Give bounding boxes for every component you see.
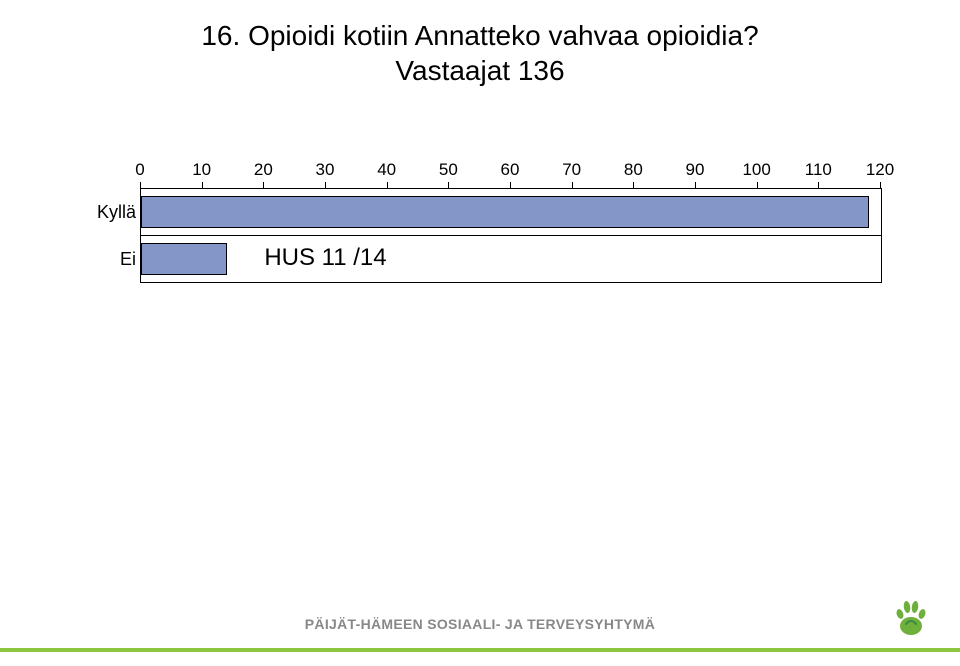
- bar-chart: 0102030405060708090100110120 KylläEiHUS …: [80, 160, 880, 283]
- footer-text: PÄIJÄT-HÄMEEN SOSIAALI- JA TERVEYSYHTYMÄ: [0, 616, 960, 632]
- footer-accent-line: [0, 648, 960, 652]
- x-tick-label: 110: [805, 160, 832, 180]
- x-tick-label: 70: [562, 160, 581, 180]
- bar: [141, 196, 869, 228]
- category-label: Ei: [81, 249, 136, 270]
- chart-row: Ei: [141, 236, 881, 283]
- slide-title: 16. Opioidi kotiin Annatteko vahvaa opio…: [120, 18, 840, 88]
- bar: [141, 243, 227, 275]
- slide: 16. Opioidi kotiin Annatteko vahvaa opio…: [0, 0, 960, 666]
- x-axis: 0102030405060708090100110120: [140, 160, 880, 188]
- x-tick-label: 0: [135, 160, 144, 180]
- x-tick-label: 100: [742, 160, 770, 180]
- x-tick-label: 10: [192, 160, 211, 180]
- x-tick-label: 50: [439, 160, 458, 180]
- x-tick-label: 40: [377, 160, 396, 180]
- chart-row: Kyllä: [141, 189, 881, 236]
- chart-annotation: HUS 11 /14: [264, 244, 386, 272]
- category-label: Kyllä: [81, 202, 136, 223]
- x-tick-label: 90: [686, 160, 705, 180]
- title-line-1: 16. Opioidi kotiin Annatteko vahvaa opio…: [120, 18, 840, 53]
- plot-area: KylläEiHUS 11 /14: [140, 188, 882, 283]
- title-line-2: Vastaajat 136: [120, 53, 840, 88]
- x-tick-label: 120: [866, 160, 894, 180]
- x-tick-label: 60: [501, 160, 520, 180]
- hand-logo-icon: [890, 596, 932, 638]
- x-tick-label: 80: [624, 160, 643, 180]
- x-tick-label: 20: [254, 160, 273, 180]
- x-tick-label: 30: [316, 160, 335, 180]
